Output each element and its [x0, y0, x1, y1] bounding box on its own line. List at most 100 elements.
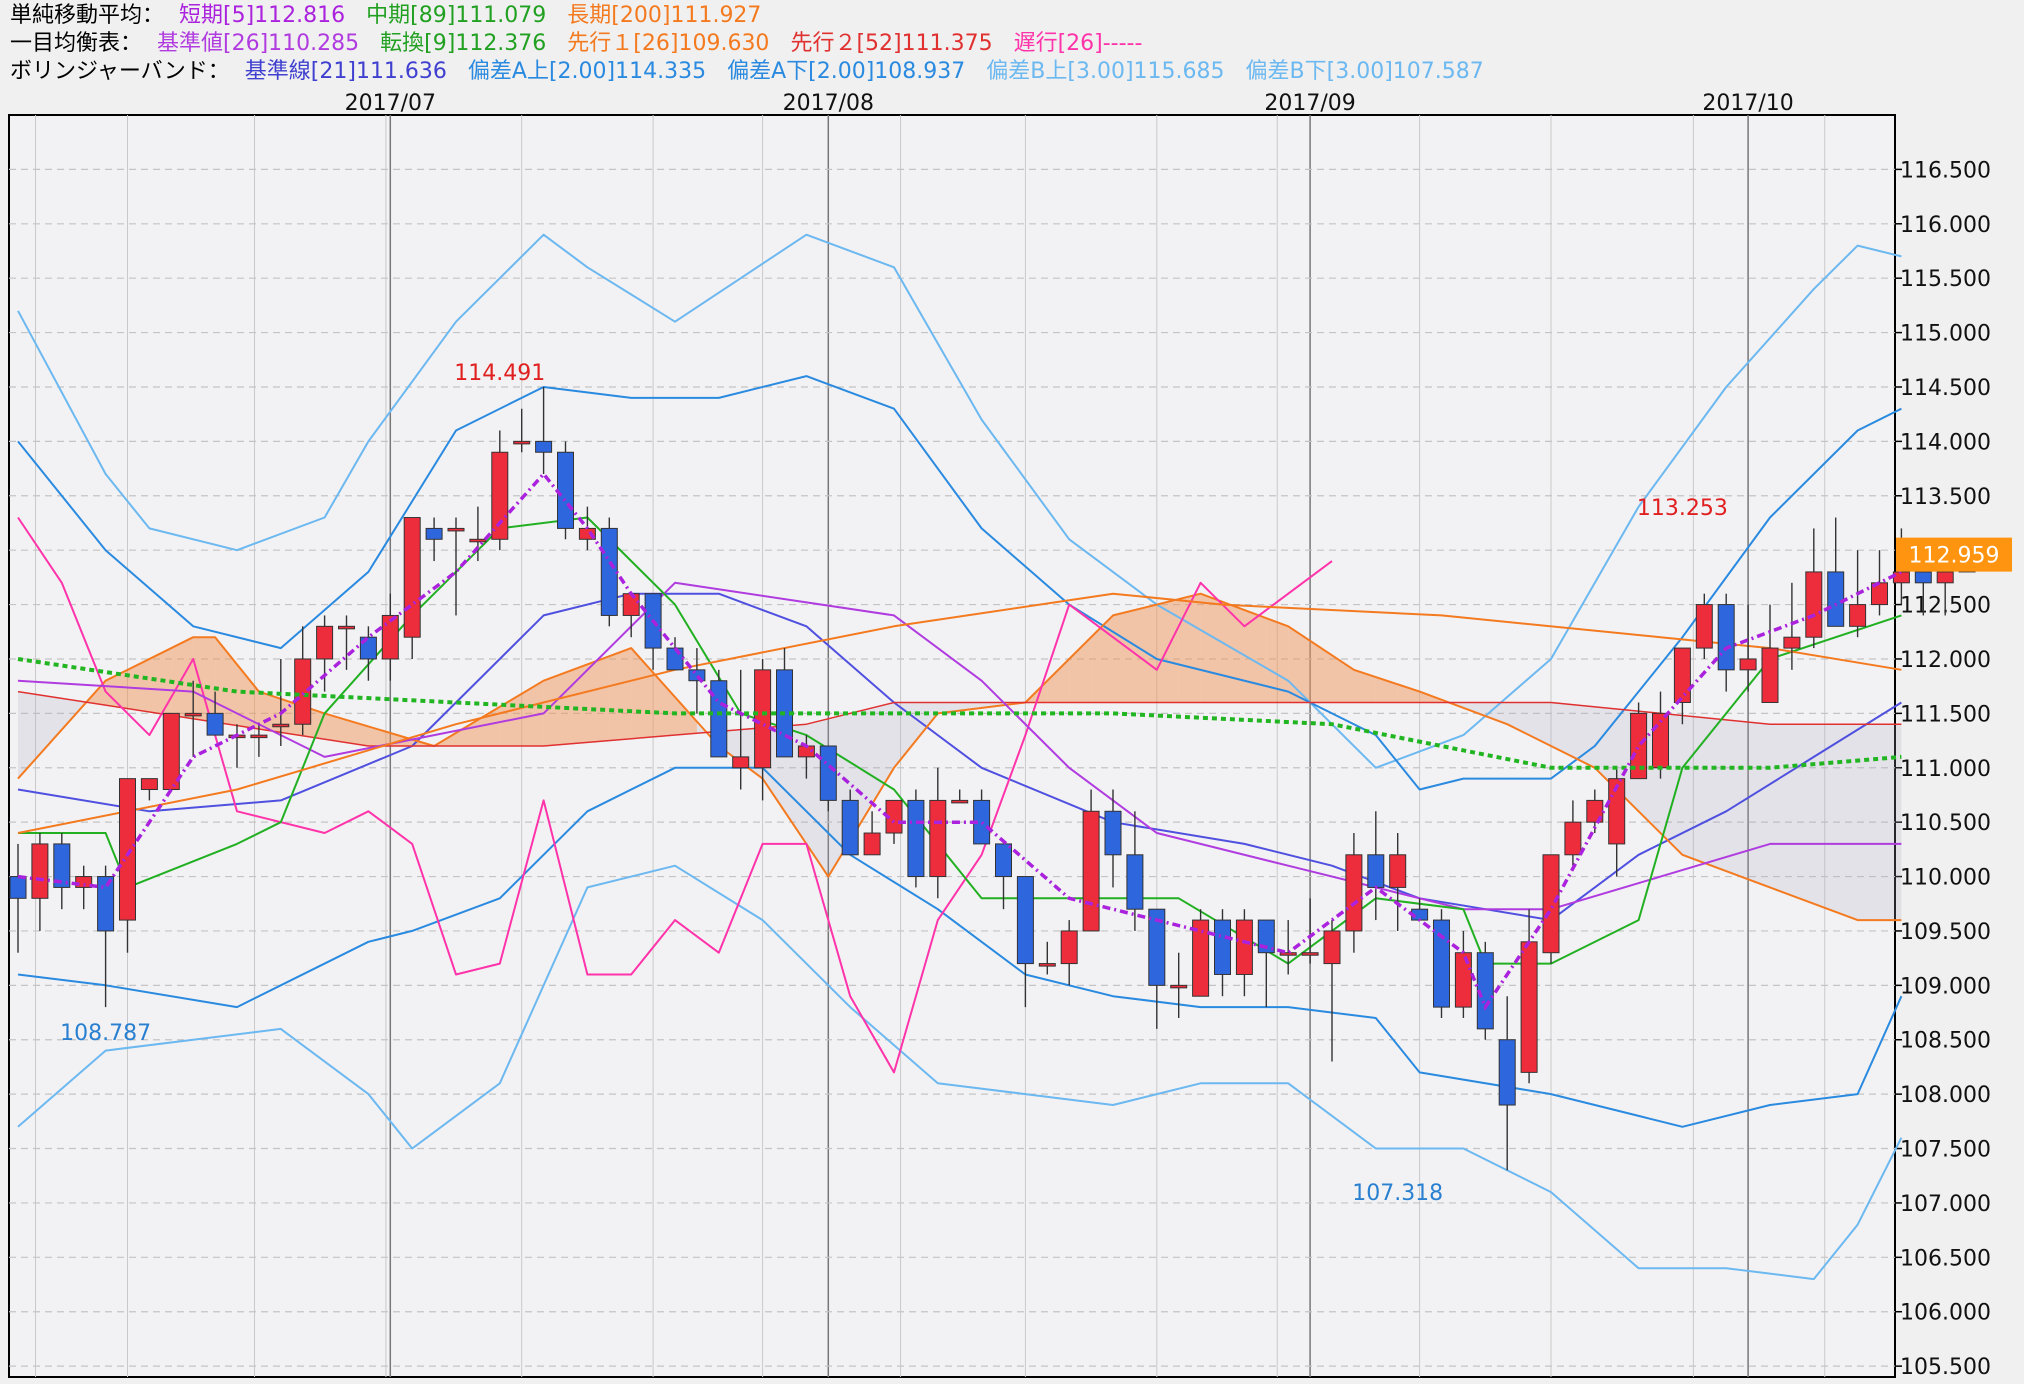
- candle-body: [9, 876, 27, 899]
- sma-mid-value: 中期[89]111.079: [366, 3, 547, 28]
- cloud-segment: [1047, 658, 1070, 703]
- y-tick-label: 115.500: [1900, 267, 1991, 292]
- cloud-segment: [1857, 724, 1880, 921]
- candle-body: [1849, 604, 1867, 627]
- candle-body: [557, 451, 574, 529]
- candle-body: [1082, 810, 1100, 932]
- candle-body: [1542, 854, 1560, 954]
- candle-body: [710, 680, 728, 758]
- bollinger-legend-label: ボリンジャーバンド：: [10, 59, 230, 84]
- ichimoku-kijun-value: 基準値[26]110.285: [157, 31, 360, 56]
- candle-body: [1783, 636, 1801, 649]
- cloud-segment: [324, 713, 347, 743]
- bollinger-upB-value: 偏差B上[3.00]115.685: [986, 59, 1225, 84]
- cloud-segment: [39, 695, 62, 755]
- current-price-label: 112.959: [1909, 544, 2000, 569]
- cloud-segment: [1791, 724, 1814, 904]
- candle-body: [841, 799, 859, 856]
- candle-body: [206, 712, 224, 736]
- candle-body: [666, 647, 684, 671]
- y-tick-label: 116.500: [1900, 158, 1991, 183]
- bollinger-lowA-value: 偏差A下[2.00]108.937: [727, 59, 966, 84]
- candle-body: [1016, 876, 1034, 965]
- cloud-segment: [653, 672, 675, 737]
- cloud-segment: [565, 664, 588, 745]
- indicator-legend: 単純移動平均： 短期[5]112.816 中期[89]111.079 長期[20…: [10, 2, 1610, 86]
- ichimoku-spanA-value: 先行１[26]109.630: [567, 31, 770, 56]
- candle-body: [1936, 571, 1954, 584]
- candle-body: [1914, 571, 1932, 584]
- candle-body: [1630, 712, 1648, 780]
- candle-body: [1279, 952, 1297, 956]
- candle-body: [513, 440, 531, 445]
- candle-body: [754, 669, 772, 769]
- candle-body: [1060, 930, 1078, 965]
- candle-body: [1695, 604, 1713, 649]
- cloud-segment: [456, 719, 478, 746]
- cloud-segment: [1485, 702, 1508, 725]
- candle-body: [863, 832, 881, 856]
- candle-body: [819, 745, 837, 801]
- y-tick-label: 108.000: [1900, 1083, 1991, 1108]
- candle-body: [1192, 919, 1210, 997]
- cloud-segment: [1091, 615, 1113, 703]
- cloud-segment: [1244, 610, 1267, 703]
- series-chikou: [17, 516, 1333, 1074]
- candle-body: [469, 538, 487, 543]
- y-tick-label: 105.500: [1900, 1355, 1991, 1380]
- price-annotation: 114.491: [454, 361, 545, 386]
- candle-body: [951, 799, 969, 804]
- cloud-segment: [193, 637, 216, 723]
- y-tick-label: 114.500: [1900, 376, 1991, 401]
- cloud-segment: [1463, 702, 1486, 717]
- candle-body: [1301, 952, 1319, 956]
- candle-body: [97, 876, 115, 932]
- cloud-segment: [1266, 618, 1289, 703]
- y-tick-label: 110.000: [1900, 866, 1991, 891]
- cloud-segment: [1178, 593, 1201, 703]
- ichimoku-legend-row: 一目均衡表： 基準値[26]110.285 転換[9]112.376 先行１[2…: [10, 30, 1610, 58]
- cloud-segment: [105, 669, 128, 709]
- cloud-segment: [1529, 702, 1551, 746]
- cloud-segment: [1310, 640, 1332, 703]
- candle-body: [294, 658, 312, 725]
- cloud-segment: [1704, 717, 1727, 872]
- price-annotation: 113.253: [1637, 496, 1728, 521]
- series-bbLowB: [17, 864, 1903, 1281]
- candle-body: [162, 712, 180, 791]
- y-tick-label: 114.000: [1900, 430, 1991, 455]
- candle-body: [535, 440, 553, 453]
- cloud-segment: [1353, 669, 1376, 703]
- candle-body: [184, 712, 202, 717]
- series-bbUpA: [17, 375, 1902, 791]
- cloud-segment: [587, 656, 610, 743]
- cloud-segment: [1748, 722, 1770, 888]
- cloud-segment: [127, 658, 150, 713]
- candle-body: [491, 451, 509, 540]
- cloud-segment: [237, 664, 259, 730]
- cloud-segment: [894, 702, 916, 768]
- candle-body: [1608, 778, 1626, 845]
- price-annotation: 107.318: [1352, 1181, 1443, 1206]
- month-label: 2017/10: [1702, 91, 1793, 116]
- cloud-segment: [1113, 610, 1135, 703]
- series-sma89: [17, 657, 1902, 770]
- candle-body: [1761, 647, 1779, 703]
- y-tick-label: 112.000: [1900, 648, 1991, 673]
- candle-body: [1148, 908, 1166, 986]
- candle-body: [31, 843, 49, 899]
- ichimoku-legend-label: 一目均衡表：: [10, 31, 143, 56]
- candle-body: [1717, 604, 1735, 671]
- month-label: 2017/09: [1264, 91, 1355, 116]
- bollinger-legend-row: ボリンジャーバンド： 基準線[21]111.636 偏差A上[2.00]114.…: [10, 58, 1610, 86]
- candle-body: [1805, 571, 1823, 638]
- series-bbUpB: [17, 233, 1902, 769]
- ichimoku-tenkan-value: 転換[9]112.376: [380, 31, 547, 56]
- cloud-segment: [609, 648, 632, 741]
- cloud-segment: [215, 637, 237, 726]
- y-tick-label: 115.000: [1900, 322, 1991, 347]
- y-tick-label: 106.000: [1900, 1301, 1991, 1326]
- ichimoku-spanB-value: 先行２[52]111.375: [790, 31, 993, 56]
- candle-body: [1367, 854, 1385, 888]
